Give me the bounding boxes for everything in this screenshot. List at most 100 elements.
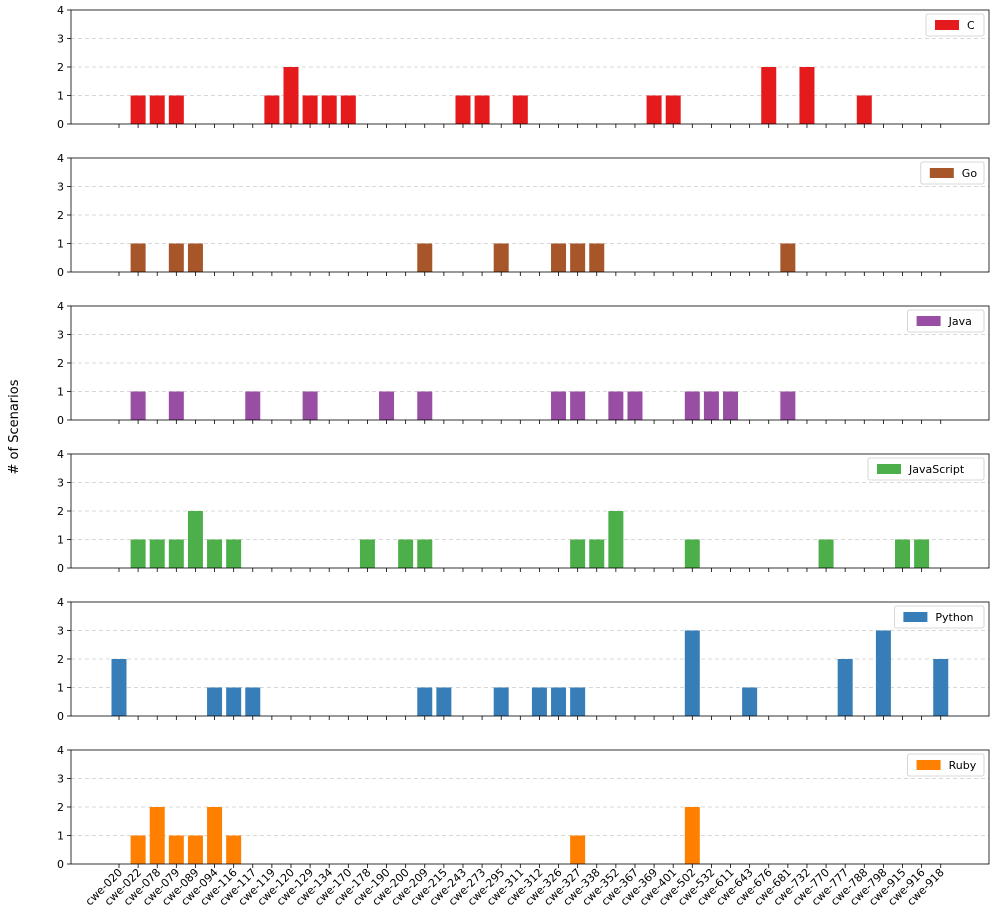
y-tick-label: 3 bbox=[57, 625, 64, 638]
bar-java-cwe-532 bbox=[703, 391, 719, 420]
y-tick-label: 1 bbox=[57, 682, 64, 695]
y-tick-label: 1 bbox=[57, 534, 64, 547]
bar-go-cwe-326 bbox=[551, 243, 567, 272]
bar-c-cwe-676 bbox=[761, 67, 777, 124]
y-tick-label: 0 bbox=[57, 710, 64, 723]
bar-python-cwe-295 bbox=[493, 687, 509, 716]
legend-swatch bbox=[929, 168, 954, 178]
y-tick-label: 2 bbox=[57, 61, 64, 74]
y-tick-label: 2 bbox=[57, 505, 64, 518]
legend-label: Java bbox=[948, 315, 972, 328]
bar-java-cwe-502 bbox=[684, 391, 700, 420]
y-tick-label: 4 bbox=[57, 300, 64, 313]
y-tick-label: 1 bbox=[57, 238, 64, 251]
axes-frame bbox=[70, 601, 990, 717]
bar-python-cwe-094 bbox=[207, 687, 223, 716]
bar-javascript-cwe-022 bbox=[130, 539, 146, 568]
bar-go-cwe-681 bbox=[780, 243, 796, 272]
bar-python-cwe-116 bbox=[226, 687, 242, 716]
bar-python-cwe-777 bbox=[837, 659, 853, 716]
y-tick-label: 4 bbox=[57, 152, 64, 165]
bar-javascript-cwe-094 bbox=[207, 539, 223, 568]
legend-box bbox=[867, 457, 985, 481]
bar-c-cwe-273 bbox=[474, 95, 490, 124]
legend-c: C bbox=[925, 13, 985, 37]
legend-box bbox=[907, 309, 985, 333]
bar-c-cwe-022 bbox=[130, 95, 146, 124]
bar-ruby-cwe-022 bbox=[130, 835, 146, 864]
bar-java-cwe-022 bbox=[130, 391, 146, 420]
bar-c-cwe-129 bbox=[302, 95, 318, 124]
y-tick-label: 0 bbox=[57, 266, 64, 279]
y-tick-label: 2 bbox=[57, 653, 64, 666]
bar-javascript-cwe-502 bbox=[684, 539, 700, 568]
bar-java-cwe-079 bbox=[168, 391, 184, 420]
legend-label: Ruby bbox=[949, 759, 977, 772]
bar-javascript-cwe-079 bbox=[168, 539, 184, 568]
bar-javascript-cwe-178 bbox=[359, 539, 375, 568]
legend-label: JavaScript bbox=[908, 463, 965, 476]
y-tick-label: 3 bbox=[57, 773, 64, 786]
bar-javascript-cwe-338 bbox=[589, 539, 605, 568]
bar-python-cwe-327 bbox=[570, 687, 586, 716]
bar-c-cwe-788 bbox=[856, 95, 872, 124]
y-axis-label: # of Scenarios bbox=[7, 379, 22, 474]
bar-python-cwe-326 bbox=[551, 687, 567, 716]
y-tick-label: 4 bbox=[57, 4, 64, 17]
bar-ruby-cwe-327 bbox=[570, 835, 586, 864]
bar-ruby-cwe-502 bbox=[684, 807, 700, 864]
legend-swatch bbox=[916, 760, 941, 770]
bar-c-cwe-732 bbox=[799, 67, 815, 124]
bar-python-cwe-209 bbox=[417, 687, 433, 716]
legend-label: Go bbox=[962, 167, 978, 180]
bar-python-cwe-502 bbox=[684, 630, 700, 716]
y-tick-label: 0 bbox=[57, 562, 64, 575]
subplot-ruby: 0 1 2 3 4 Ruby bbox=[57, 744, 990, 871]
legend-box bbox=[907, 753, 985, 777]
legend-label: C bbox=[967, 19, 975, 32]
y-tick-label: 3 bbox=[57, 33, 64, 46]
bar-ruby-cwe-116 bbox=[226, 835, 242, 864]
bar-go-cwe-209 bbox=[417, 243, 433, 272]
subplot-c: 0 1 2 3 4 C bbox=[57, 4, 990, 131]
subplot-java: 0 1 2 3 4 Java bbox=[57, 300, 990, 427]
bar-java-cwe-129 bbox=[302, 391, 318, 420]
bar-c-cwe-079 bbox=[168, 95, 184, 124]
subplot-go: 0 1 2 3 4 Go bbox=[57, 152, 990, 279]
bar-go-cwe-295 bbox=[493, 243, 509, 272]
bar-java-cwe-367 bbox=[627, 391, 643, 420]
bar-python-cwe-312 bbox=[531, 687, 547, 716]
bar-javascript-cwe-327 bbox=[570, 539, 586, 568]
subplot-panels: 0 1 2 3 4 C 0 1 2 3 4 Go 0 1 2 3 4 Java 0 1 2 3 4 JavaScript 0 1 2… bbox=[57, 4, 990, 908]
y-tick-label: 2 bbox=[57, 801, 64, 814]
legend-swatch bbox=[903, 612, 928, 622]
bar-java-cwe-190 bbox=[379, 391, 395, 420]
bar-java-cwe-611 bbox=[723, 391, 739, 420]
bar-javascript-cwe-200 bbox=[398, 539, 414, 568]
bar-javascript-cwe-209 bbox=[417, 539, 433, 568]
y-tick-label: 2 bbox=[57, 357, 64, 370]
bar-javascript-cwe-089 bbox=[187, 511, 203, 568]
legend-java: Java bbox=[907, 309, 985, 333]
legend-javascript: JavaScript bbox=[867, 457, 985, 481]
legend-swatch bbox=[877, 464, 901, 474]
legend-label: Python bbox=[935, 611, 973, 624]
axes-frame bbox=[70, 453, 990, 569]
bar-c-cwe-078 bbox=[149, 95, 165, 124]
bar-ruby-cwe-094 bbox=[207, 807, 223, 864]
subplot-python: 0 1 2 3 4 Python bbox=[57, 596, 990, 723]
bar-go-cwe-327 bbox=[570, 243, 586, 272]
bar-c-cwe-311 bbox=[512, 95, 528, 124]
legend-box bbox=[894, 605, 985, 629]
subplot-javascript: 0 1 2 3 4 JavaScript bbox=[57, 448, 990, 575]
bar-java-cwe-326 bbox=[551, 391, 567, 420]
axes-frame bbox=[70, 749, 990, 865]
legend-go: Go bbox=[920, 161, 985, 185]
legend-swatch bbox=[916, 316, 941, 326]
y-tick-label: 0 bbox=[57, 858, 64, 871]
bar-c-cwe-120 bbox=[283, 67, 299, 124]
bar-javascript-cwe-352 bbox=[608, 511, 624, 568]
x-tick-labels: cwe-020cwe-022cwe-078cwe-079cwe-089cwe-0… bbox=[83, 866, 947, 908]
bar-python-cwe-117 bbox=[245, 687, 261, 716]
